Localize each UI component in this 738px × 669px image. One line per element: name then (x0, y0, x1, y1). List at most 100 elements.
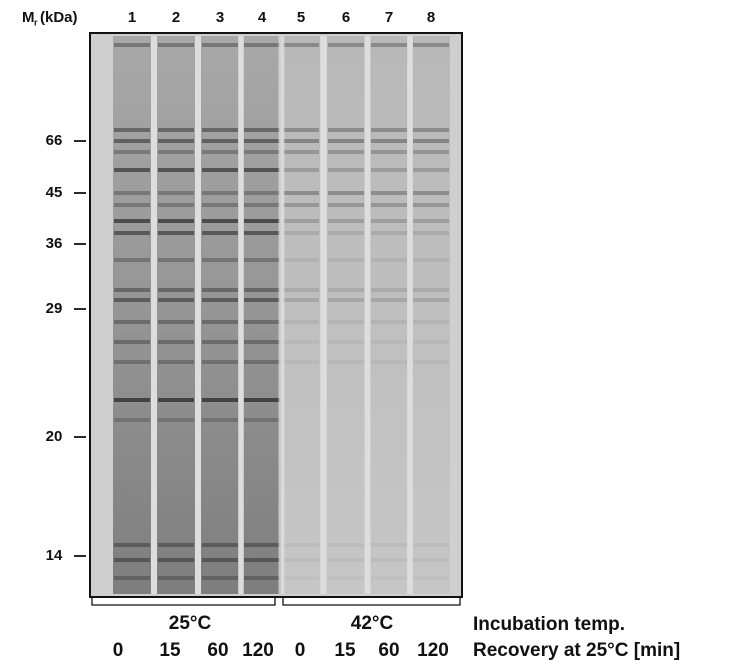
band (371, 360, 407, 364)
band (413, 340, 449, 344)
band (413, 203, 449, 207)
band (158, 398, 194, 402)
band (413, 191, 449, 195)
recovery-time: 15 (334, 640, 356, 661)
band (413, 139, 449, 143)
band (244, 543, 280, 547)
band (244, 128, 280, 132)
band (371, 543, 407, 547)
band (114, 203, 150, 207)
band (283, 139, 319, 143)
band (158, 168, 194, 172)
lane-number: 2 (172, 9, 180, 26)
band (114, 43, 150, 47)
lane-number: 5 (297, 9, 305, 26)
marker-label: 45 (46, 184, 63, 201)
band (244, 340, 280, 344)
band (244, 298, 280, 302)
band (328, 558, 364, 562)
band (413, 168, 449, 172)
band (283, 360, 319, 364)
recovery-time: 120 (417, 640, 449, 661)
lane (282, 36, 320, 594)
band (158, 258, 194, 262)
band (371, 340, 407, 344)
band (202, 340, 238, 344)
band (114, 576, 150, 580)
band (202, 360, 238, 364)
band (413, 298, 449, 302)
band (202, 150, 238, 154)
lane-gap (407, 36, 413, 594)
band (283, 288, 319, 292)
band (202, 320, 238, 324)
band (283, 150, 319, 154)
lane-gap (320, 36, 327, 594)
band (114, 168, 150, 172)
lane-number: 1 (128, 9, 136, 26)
marker-label: 66 (46, 132, 63, 149)
band (413, 320, 449, 324)
band (283, 258, 319, 262)
band (202, 139, 238, 143)
band (202, 298, 238, 302)
band (371, 558, 407, 562)
band (202, 418, 238, 422)
band (283, 128, 319, 132)
band (371, 139, 407, 143)
band (283, 43, 319, 47)
marker-label: 20 (46, 428, 63, 445)
band (283, 191, 319, 195)
recovery-time: 60 (378, 640, 399, 661)
band (158, 576, 194, 580)
recovery-time: 15 (159, 640, 181, 661)
band (202, 558, 238, 562)
band (158, 320, 194, 324)
group-label: 42°C (351, 613, 394, 634)
band (158, 43, 194, 47)
band (413, 150, 449, 154)
lane-number: 6 (342, 9, 350, 26)
band (114, 558, 150, 562)
band (202, 288, 238, 292)
band (202, 219, 238, 223)
band (413, 258, 449, 262)
recovery-time: 120 (242, 640, 274, 661)
band (114, 298, 150, 302)
band (202, 398, 238, 402)
band (283, 168, 319, 172)
group-label: 25°C (169, 613, 212, 634)
band (244, 43, 280, 47)
band (114, 231, 150, 235)
lane-number: 8 (427, 9, 435, 26)
lane-number: 3 (216, 9, 224, 26)
incubation-label: Incubation temp. (473, 614, 625, 635)
band (158, 418, 194, 422)
band (158, 340, 194, 344)
band (244, 418, 280, 422)
band (283, 231, 319, 235)
band (413, 576, 449, 580)
band (371, 203, 407, 207)
band (371, 43, 407, 47)
mr-unit: (kDa) (40, 9, 78, 26)
band (328, 576, 364, 580)
band (202, 576, 238, 580)
band (158, 203, 194, 207)
band (371, 191, 407, 195)
band (114, 398, 150, 402)
band (158, 150, 194, 154)
band (244, 320, 280, 324)
band (158, 191, 194, 195)
band (283, 558, 319, 562)
lane-gap (278, 36, 285, 594)
gel (90, 33, 462, 597)
band (158, 543, 194, 547)
band (244, 576, 280, 580)
band (328, 288, 364, 292)
band (328, 340, 364, 344)
band (413, 231, 449, 235)
lane (113, 36, 151, 594)
band (371, 298, 407, 302)
